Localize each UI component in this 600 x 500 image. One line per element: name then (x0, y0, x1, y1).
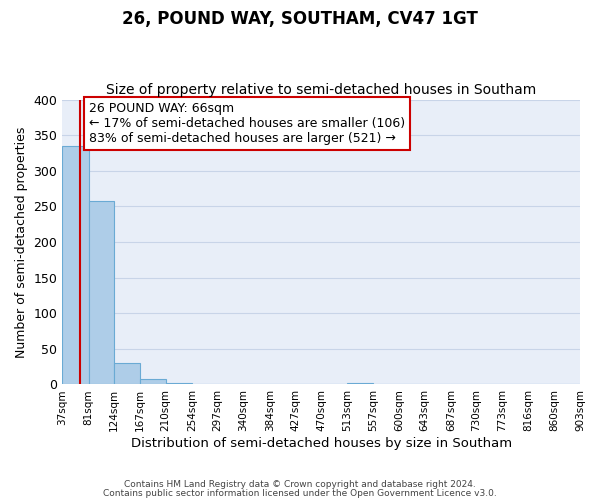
Y-axis label: Number of semi-detached properties: Number of semi-detached properties (15, 126, 28, 358)
Bar (166, 383, 192, 384)
Bar (347, 383, 373, 384)
Text: Contains HM Land Registry data © Crown copyright and database right 2024.: Contains HM Land Registry data © Crown c… (124, 480, 476, 489)
X-axis label: Distribution of semi-detached houses by size in Southam: Distribution of semi-detached houses by … (131, 437, 512, 450)
Bar (89, 200, 115, 384)
Bar (62, 146, 89, 384)
Text: Contains public sector information licensed under the Open Government Licence v3: Contains public sector information licen… (103, 489, 497, 498)
Bar (140, 380, 166, 384)
Text: 26 POUND WAY: 66sqm
← 17% of semi-detached houses are smaller (106)
83% of semi-: 26 POUND WAY: 66sqm ← 17% of semi-detach… (89, 102, 406, 144)
Bar (115, 363, 140, 384)
Text: 26, POUND WAY, SOUTHAM, CV47 1GT: 26, POUND WAY, SOUTHAM, CV47 1GT (122, 10, 478, 28)
Title: Size of property relative to semi-detached houses in Southam: Size of property relative to semi-detach… (106, 83, 536, 97)
